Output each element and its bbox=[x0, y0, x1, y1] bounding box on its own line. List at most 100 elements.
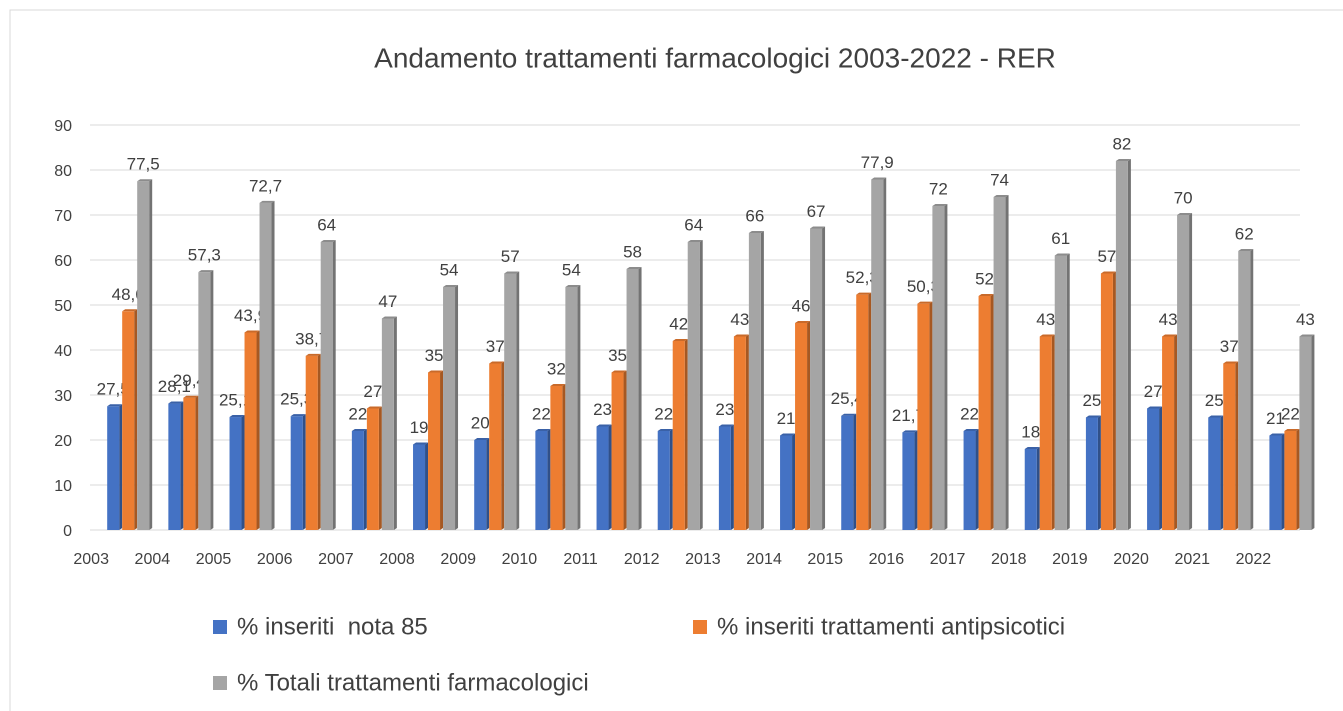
value-label: 23 bbox=[715, 400, 734, 419]
value-label: 27 bbox=[363, 382, 382, 401]
bar-side bbox=[1036, 447, 1040, 530]
value-label: 37 bbox=[1220, 337, 1239, 356]
value-label: 77,9 bbox=[861, 153, 894, 172]
x-tick-label: 2013 bbox=[685, 551, 721, 568]
bar bbox=[351, 431, 364, 530]
bar-top bbox=[244, 330, 260, 333]
bar-top bbox=[733, 334, 749, 337]
y-tick-label: 30 bbox=[54, 388, 72, 405]
bar-top bbox=[259, 200, 275, 203]
bar-side bbox=[669, 429, 673, 530]
bar bbox=[1024, 449, 1037, 530]
x-tick-label: 2018 bbox=[991, 551, 1027, 568]
bar bbox=[1238, 251, 1251, 530]
bar-top bbox=[1115, 159, 1131, 161]
value-label: 35 bbox=[425, 346, 444, 365]
y-tick-label: 0 bbox=[63, 523, 72, 540]
bar-side bbox=[195, 395, 199, 530]
value-label: 21,7 bbox=[892, 406, 925, 425]
bar-top bbox=[168, 401, 184, 404]
bar-side bbox=[455, 285, 459, 530]
bar bbox=[780, 435, 793, 530]
bar-top bbox=[366, 406, 382, 409]
bar bbox=[244, 332, 257, 530]
legend-label: % inseriti trattamenti antipsicotici bbox=[717, 613, 1065, 640]
value-label: 54 bbox=[440, 260, 459, 279]
bar-side bbox=[1127, 159, 1131, 530]
bar bbox=[932, 206, 945, 530]
bar-side bbox=[684, 339, 688, 530]
bar bbox=[535, 431, 548, 530]
bar bbox=[993, 197, 1006, 530]
value-label: 47 bbox=[378, 292, 397, 311]
bar-side bbox=[822, 226, 826, 530]
value-label: 21 bbox=[777, 409, 796, 428]
value-label: 64 bbox=[684, 215, 703, 234]
bar-side bbox=[883, 177, 887, 530]
bar-top bbox=[1299, 334, 1315, 337]
bar-top bbox=[122, 309, 138, 312]
bar-top bbox=[1147, 406, 1163, 409]
value-label: 64 bbox=[317, 215, 336, 234]
bar-top bbox=[550, 384, 566, 386]
bar bbox=[611, 372, 624, 530]
bar-side bbox=[486, 438, 490, 530]
bar bbox=[504, 273, 517, 530]
value-label: 37 bbox=[486, 337, 505, 356]
bar-side bbox=[1189, 213, 1193, 530]
bar-top bbox=[795, 321, 811, 323]
bar-top bbox=[748, 231, 764, 233]
bar-side bbox=[562, 384, 566, 530]
bar-top bbox=[657, 429, 673, 431]
bar-top bbox=[504, 271, 520, 274]
bar bbox=[748, 233, 761, 530]
x-tick-label: 2007 bbox=[318, 551, 354, 568]
bar-top bbox=[718, 424, 734, 427]
x-tick-label: 2022 bbox=[1236, 551, 1272, 568]
value-label: 22 bbox=[348, 404, 367, 423]
value-label: 25,4 bbox=[831, 389, 864, 408]
value-label: 32 bbox=[547, 359, 566, 378]
value-label: 25 bbox=[1205, 391, 1224, 410]
bar-top bbox=[611, 370, 627, 373]
bar-top bbox=[932, 204, 948, 206]
bar-side bbox=[378, 406, 382, 530]
bar-top bbox=[107, 404, 123, 407]
bar bbox=[474, 440, 487, 530]
bar-side bbox=[623, 370, 627, 530]
bar-top bbox=[963, 429, 979, 431]
bar-side bbox=[425, 442, 429, 530]
bar-top bbox=[474, 438, 490, 440]
value-label: 21 bbox=[1266, 409, 1285, 428]
x-tick-label: 2016 bbox=[869, 551, 905, 568]
value-label: 27 bbox=[1144, 382, 1163, 401]
bar-side bbox=[302, 414, 306, 530]
x-tick-label: 2017 bbox=[930, 551, 966, 568]
bar-side bbox=[149, 179, 153, 530]
bar-side bbox=[807, 321, 811, 530]
bar bbox=[107, 406, 120, 530]
bar bbox=[687, 242, 700, 530]
bar-top bbox=[443, 285, 459, 287]
value-label: 29,4 bbox=[173, 371, 206, 390]
bar bbox=[1162, 336, 1175, 530]
bar bbox=[718, 426, 731, 530]
bar bbox=[290, 416, 303, 530]
bar bbox=[871, 179, 884, 530]
bar-top bbox=[489, 361, 505, 364]
bar-side bbox=[1311, 334, 1315, 530]
value-label: 43 bbox=[730, 310, 749, 329]
bar-side bbox=[501, 361, 505, 530]
bar bbox=[856, 294, 869, 530]
value-label: 22 bbox=[960, 404, 979, 423]
bar-side bbox=[1281, 433, 1285, 530]
bar-top bbox=[1223, 361, 1239, 364]
bar-side bbox=[638, 267, 642, 530]
value-label: 35 bbox=[608, 346, 627, 365]
bar-side bbox=[1174, 334, 1178, 530]
bar bbox=[550, 386, 563, 530]
bar bbox=[1085, 417, 1098, 530]
bar-side bbox=[1051, 334, 1055, 530]
bar-top bbox=[381, 316, 397, 319]
